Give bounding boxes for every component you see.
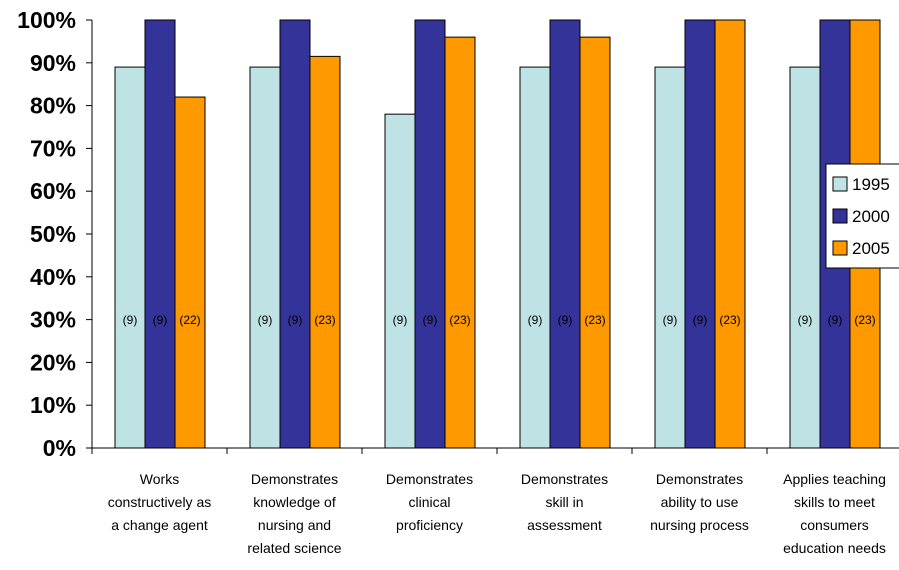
x-tick-label: knowledge of — [253, 494, 336, 510]
y-tick-label: 100% — [17, 7, 76, 33]
data-label: (9) — [828, 313, 843, 327]
legend-label: 2000 — [852, 207, 890, 226]
x-tick-label: education needs — [783, 540, 886, 556]
y-tick-label: 0% — [43, 435, 76, 461]
y-tick-label: 50% — [30, 221, 76, 247]
bar-2005 — [309, 55, 341, 449]
y-tick-label: 30% — [30, 307, 76, 333]
data-label: (22) — [179, 313, 200, 327]
bar-2005 — [444, 36, 476, 449]
bar-2005 — [579, 36, 611, 449]
bar-2000 — [549, 19, 581, 449]
bar-2005 — [174, 96, 206, 449]
bar-1995 — [789, 66, 821, 449]
bars — [114, 19, 881, 449]
legend-label: 1995 — [852, 175, 890, 194]
x-tick-label: Demonstrates — [386, 471, 473, 487]
bar-2000 — [144, 19, 176, 449]
x-tick-label: constructively as — [108, 494, 211, 510]
x-tick-label: nursing and — [258, 517, 331, 533]
legend: 1995 2000 2005 — [825, 163, 899, 269]
data-label: (9) — [693, 313, 708, 327]
x-tick-label: assessment — [527, 517, 602, 533]
legend-label: 2005 — [852, 239, 890, 258]
y-axis: 0% 10% 20% 30% 40% 50% 60% 70% 80% 90% 100% — [17, 7, 93, 461]
bar-1995 — [654, 66, 686, 449]
data-label: (23) — [584, 313, 605, 327]
x-tick-label: Applies teaching — [783, 471, 886, 487]
bar-2000 — [684, 19, 716, 449]
data-label: (23) — [314, 313, 335, 327]
x-tick-label: Demonstrates — [521, 471, 608, 487]
y-tick-label: 60% — [30, 178, 76, 204]
bar-1995 — [519, 66, 551, 449]
data-label: (23) — [449, 313, 470, 327]
bar-1995 — [114, 66, 146, 449]
y-tick-label: 40% — [30, 264, 76, 290]
x-tick-label: a change agent — [111, 517, 208, 533]
data-label: (9) — [663, 313, 678, 327]
data-label: (9) — [123, 313, 138, 327]
x-tick-label: Works — [140, 471, 179, 487]
bar-2000 — [414, 19, 446, 449]
x-tick-label: Demonstrates — [251, 471, 338, 487]
x-tick-label: consumers — [800, 517, 868, 533]
data-label: (23) — [719, 313, 740, 327]
data-label: (9) — [153, 313, 168, 327]
x-tick-label: related science — [247, 540, 341, 556]
x-tick-label: nursing process — [650, 517, 749, 533]
legend-swatch — [832, 208, 848, 224]
x-axis: Works constructively as a change agent Demo… — [91, 447, 899, 556]
data-label: (9) — [423, 313, 438, 327]
x-tick-label: Demonstrates — [656, 471, 743, 487]
data-label: (9) — [393, 313, 408, 327]
x-tick-label: ability to use — [661, 494, 739, 510]
data-label: (9) — [288, 313, 303, 327]
legend-swatch — [832, 240, 848, 256]
y-tick-label: 80% — [30, 93, 76, 119]
y-tick-label: 10% — [30, 392, 76, 418]
bar-2000 — [279, 19, 311, 449]
data-labels: (9) (9) (22) (9) (9) (23) (9) (9) (23) (9) (9) (23)… — [123, 313, 876, 327]
bar-1995 — [249, 66, 281, 449]
data-label: (9) — [798, 313, 813, 327]
legend-swatch — [832, 176, 848, 192]
x-tick-label: clinical — [408, 494, 450, 510]
x-tick-label: skill in — [545, 494, 583, 510]
data-label: (9) — [558, 313, 573, 327]
y-tick-label: 20% — [30, 349, 76, 375]
bar-2005 — [714, 19, 746, 449]
bar-1995 — [384, 113, 416, 449]
y-tick-label: 70% — [30, 135, 76, 161]
y-tick-label: 90% — [30, 50, 76, 76]
x-tick-label: skills to meet — [794, 494, 875, 510]
data-label: (9) — [258, 313, 273, 327]
x-tick-label: proficiency — [396, 517, 463, 533]
data-label: (9) — [528, 313, 543, 327]
data-label: (23) — [854, 313, 875, 327]
